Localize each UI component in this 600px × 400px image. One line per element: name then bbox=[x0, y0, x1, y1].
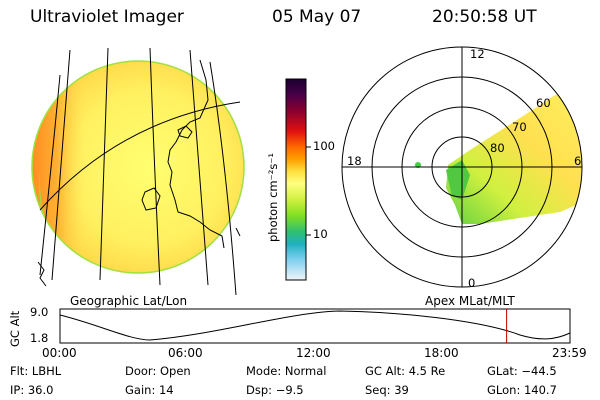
time-tick-0: 00:00 bbox=[42, 346, 77, 360]
alt-axis-label: GC Alt bbox=[8, 310, 22, 347]
footer-flt: Flt: LBHL bbox=[10, 364, 62, 378]
footer-mode: Mode: Normal bbox=[246, 364, 327, 378]
observation-time: 20:50:58 UT bbox=[432, 7, 537, 27]
globe-limb bbox=[31, 60, 245, 274]
mlt-label-18: 18 bbox=[347, 154, 362, 168]
mlt-label-6: 6 bbox=[574, 154, 582, 168]
alt-tick-high: 9.0 bbox=[30, 305, 49, 319]
footer-gain: Gain: 14 bbox=[125, 383, 174, 397]
right-panel-label: Apex MLat/MLT bbox=[425, 294, 515, 308]
footer-dsp: Dsp: −9.5 bbox=[246, 383, 304, 397]
meridian-lines bbox=[39, 47, 237, 296]
mlat-label-80: 80 bbox=[490, 141, 505, 155]
time-tick-12: 12:00 bbox=[296, 346, 331, 360]
altitude-curve bbox=[59, 310, 571, 341]
footer-glat: GLat: −44.5 bbox=[487, 364, 557, 378]
mlat-label-60: 60 bbox=[536, 96, 551, 110]
footer-ip: IP: 36.0 bbox=[10, 383, 54, 397]
mlt-label-12: 12 bbox=[470, 47, 485, 61]
footer-seq: Seq: 39 bbox=[365, 383, 409, 397]
footer-glon: GLon: 140.7 bbox=[487, 383, 557, 397]
polar-grid bbox=[341, 46, 583, 288]
time-tick-6: 06:00 bbox=[168, 346, 203, 360]
instrument-title: Ultraviolet Imager bbox=[30, 7, 184, 27]
footer-gc-alt: GC Alt: 4.5 Re bbox=[365, 364, 446, 378]
time-tick-end: 23:59 bbox=[552, 346, 587, 360]
observation-date: 05 May 07 bbox=[272, 7, 362, 27]
colorbar-scale bbox=[285, 78, 307, 281]
left-panel-label: Geographic Lat/Lon bbox=[70, 294, 188, 308]
mlat-label-70: 70 bbox=[512, 120, 527, 134]
auroral-oval-image bbox=[446, 92, 582, 224]
coastline bbox=[37, 59, 241, 287]
mlt-label-0: 0 bbox=[468, 276, 476, 290]
colorbar-tick-100: 100 bbox=[313, 139, 335, 153]
alt-tick-low: 1.8 bbox=[30, 331, 49, 345]
colorbar-tick-10: 10 bbox=[313, 227, 328, 241]
globe-image bbox=[32, 61, 244, 273]
altitude-frame bbox=[59, 308, 571, 344]
footer-door: Door: Open bbox=[125, 364, 191, 378]
time-tick-18: 18:00 bbox=[424, 346, 459, 360]
latitude-line bbox=[39, 101, 241, 211]
